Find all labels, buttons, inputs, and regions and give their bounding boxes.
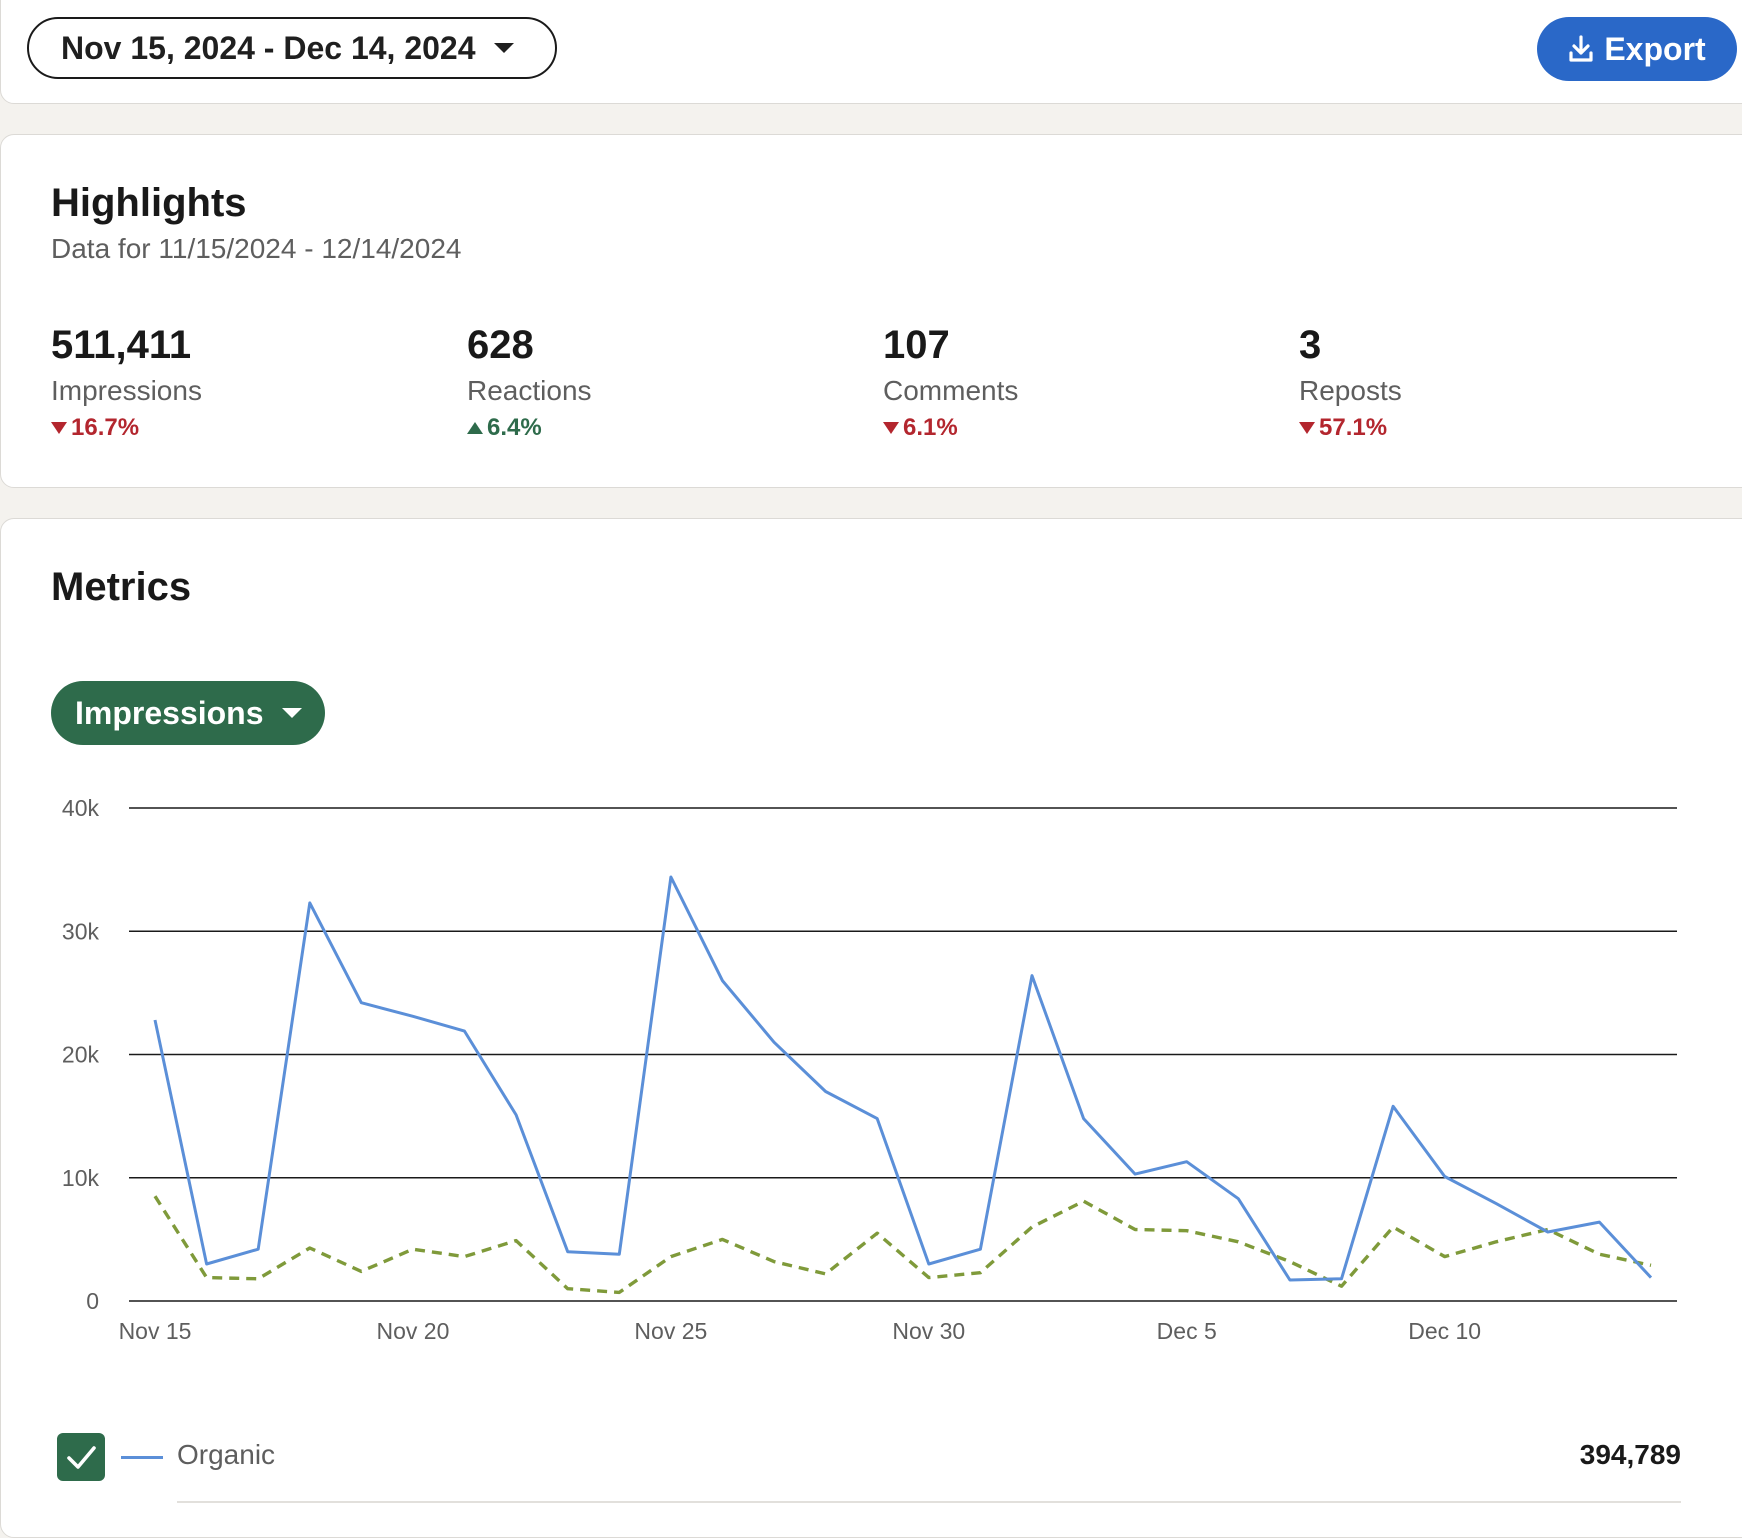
stat-change-value: 57.1% [1319, 414, 1388, 441]
arrow-up-icon [467, 422, 483, 434]
organic-checkbox[interactable] [57, 1433, 105, 1481]
y-tick-label: 40k [62, 795, 100, 821]
stat-value: 511,411 [51, 323, 192, 367]
stat-change: 6.1% [883, 411, 1018, 445]
chevron-down-icon [281, 708, 302, 718]
stat-label: Comments [883, 375, 1019, 406]
stat-label: Reactions [467, 375, 592, 406]
stat-reactions: 628 Reactions 6.4% [467, 321, 592, 445]
x-tick-label: Nov 15 [119, 1318, 192, 1344]
x-tick-label: Nov 20 [376, 1318, 449, 1344]
metrics-title: Metrics [51, 565, 192, 609]
stat-change: 16.7% [51, 411, 202, 445]
highlights-card: Highlights Data for 11/15/2024 - 12/14/2… [0, 134, 1742, 488]
stat-impressions: 511,411 Impressions 16.7% [51, 321, 202, 445]
stat-value: 628 [467, 323, 534, 367]
highlights-subtitle: Data for 11/15/2024 - 12/14/2024 [51, 233, 462, 264]
y-tick-label: 0 [86, 1288, 99, 1314]
series-line-series-2 [153, 1195, 1652, 1295]
legend-series-name: Organic [177, 1439, 276, 1470]
arrow-down-icon [51, 422, 67, 434]
chart-gridlines [129, 807, 1677, 1302]
stat-label: Impressions [51, 375, 202, 406]
metric-selector-dropdown[interactable]: Impressions [51, 681, 325, 745]
highlights-title: Highlights [51, 181, 247, 225]
y-tick-label: 30k [62, 918, 100, 944]
impressions-line-chart: 0 10k 20k 30k 40k Nov 15 Nov 20 Nov 25 Nov 30 De… [62, 795, 1677, 1344]
x-tick-label: Nov 30 [892, 1318, 965, 1344]
date-range-dropdown[interactable]: Nov 15, 2024 - Dec 14, 2024 [27, 17, 557, 79]
stat-label: Reposts [1299, 375, 1402, 406]
divider [177, 1501, 1681, 1503]
checkmark-icon [67, 1446, 96, 1469]
arrow-down-icon [883, 422, 899, 434]
x-tick-label: Dec 5 [1157, 1318, 1217, 1344]
y-axis-ticks: 0 10k 20k 30k 40k [62, 795, 100, 1314]
chart-series [153, 875, 1653, 1295]
metric-selector-label: Impressions [75, 694, 264, 731]
metrics-card: Metrics Impressions 0 10k 20k 30k 40k Nov 15… [0, 518, 1742, 1538]
stat-change-value: 16.7% [71, 414, 140, 441]
legend-row-organic: Organic 394,789 [57, 1433, 1681, 1483]
stat-reposts: 3 Reposts 57.1% [1299, 321, 1402, 445]
stat-change: 6.4% [467, 411, 592, 445]
stat-change-value: 6.1% [903, 414, 958, 441]
date-range-label: Nov 15, 2024 - Dec 14, 2024 [61, 29, 476, 66]
date-toolbar-card: Nov 15, 2024 - Dec 14, 2024 Export [0, 0, 1742, 104]
arrow-down-icon [1299, 422, 1315, 434]
export-button[interactable]: Export [1537, 17, 1737, 81]
x-axis-ticks: Nov 15 Nov 20 Nov 25 Nov 30 Dec 5 Dec 10 [119, 1318, 1482, 1344]
stat-value: 3 [1299, 323, 1322, 367]
export-label: Export [1604, 30, 1706, 67]
x-tick-label: Dec 10 [1408, 1318, 1481, 1344]
legend-swatch [121, 1456, 163, 1459]
series-line-organic [153, 875, 1653, 1282]
stat-change: 57.1% [1299, 411, 1402, 445]
x-tick-label: Nov 25 [634, 1318, 707, 1344]
legend-series-total: 394,789 [1579, 1439, 1681, 1470]
y-tick-label: 10k [62, 1165, 100, 1191]
chevron-down-icon [493, 43, 514, 53]
stat-comments: 107 Comments 6.1% [883, 321, 1018, 445]
y-tick-label: 20k [62, 1042, 100, 1068]
stat-change-value: 6.4% [487, 414, 542, 441]
stat-value: 107 [883, 323, 950, 367]
download-icon [1569, 35, 1593, 62]
